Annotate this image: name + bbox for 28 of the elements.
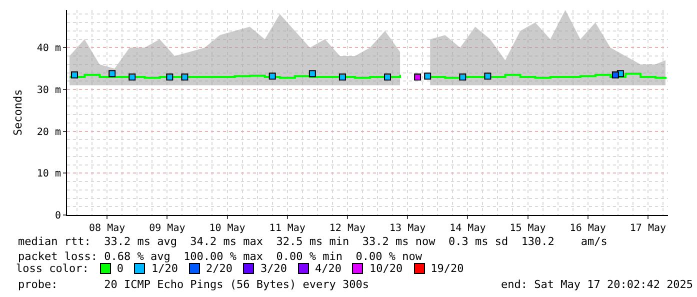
y-axis-title: Seconds xyxy=(12,89,25,136)
x-tick-label: 13 May xyxy=(390,223,426,234)
y-tick-label: 30 m xyxy=(36,84,61,96)
x-tick-label: 11 May xyxy=(269,223,306,234)
legend-label: 19/20 xyxy=(430,262,464,275)
legend-label: 1/20 xyxy=(151,262,178,275)
legend-label: 10/20 xyxy=(369,262,403,275)
y-tick-label: 10 m xyxy=(36,168,61,180)
y-tick-label: 40 m xyxy=(36,43,61,54)
x-tick-label: 14 May xyxy=(450,223,486,234)
text: median rtt: 33.2 ms avg 34.2 ms max 32.5 ms min 33.2 ms now 0.3 ms sd 130.2 am/s xyxy=(18,235,608,248)
y-tick-label: 0 xyxy=(54,210,61,222)
x-tick-label: 17 May xyxy=(630,223,666,234)
legend-label: 3/20 xyxy=(260,262,287,275)
y-tick-label: 20 m xyxy=(36,126,61,138)
x-tick-label: 08 May xyxy=(89,223,126,234)
legend-label: 0 xyxy=(116,262,124,275)
x-tick-label: 15 May xyxy=(510,223,546,234)
text: packet loss: 0.68 % avg 100.00 % max 0.00 % min 0.00 % now xyxy=(18,250,422,263)
text: probe: 20 ICMP Echo Pings (56 Bytes) every 300s xyxy=(18,278,369,291)
x-tick-label: 09 May xyxy=(149,223,186,234)
text: end: Sat May 17 20:02:42 2025 xyxy=(501,278,694,291)
legend-label: 2/20 xyxy=(206,262,232,275)
x-tick-label: 10 May xyxy=(209,223,246,234)
x-tick-label: 16 May xyxy=(570,223,606,234)
x-tick-label: 12 May xyxy=(329,223,366,234)
legend-title: loss color: xyxy=(16,262,89,275)
legend-label: 4/20 xyxy=(314,262,342,275)
